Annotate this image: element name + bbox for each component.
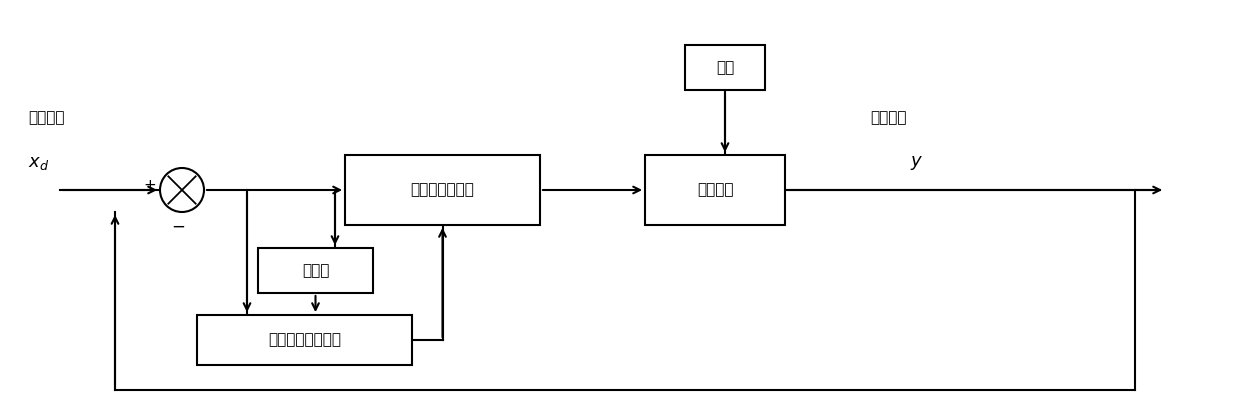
Bar	[645, 155, 785, 225]
Bar	[684, 45, 765, 90]
Text: $x_d$: $x_d$	[29, 154, 50, 172]
Bar	[197, 315, 412, 365]
Text: 模糊滑模控制器: 模糊滑模控制器	[410, 183, 475, 197]
Bar	[258, 248, 373, 293]
Text: 滑模面: 滑模面	[301, 263, 329, 278]
Text: +: +	[144, 178, 156, 194]
Text: 自适应反步控制器: 自适应反步控制器	[268, 332, 341, 347]
Text: $y$: $y$	[910, 154, 924, 172]
Circle shape	[160, 168, 205, 212]
Text: 控制输出: 控制输出	[870, 110, 906, 125]
Text: 给定输入: 给定输入	[29, 110, 64, 125]
Bar	[345, 155, 539, 225]
Text: 干扰: 干扰	[715, 60, 734, 75]
Text: −: −	[171, 218, 185, 236]
Text: 控制对象: 控制对象	[697, 183, 733, 197]
